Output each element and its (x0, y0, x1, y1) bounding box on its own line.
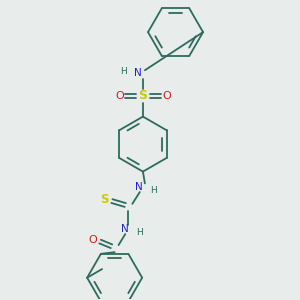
Text: O: O (162, 91, 171, 101)
Text: S: S (138, 89, 147, 102)
Text: O: O (115, 91, 124, 101)
Text: H: H (136, 228, 143, 237)
Text: N: N (121, 224, 128, 234)
Text: N: N (134, 68, 142, 78)
Text: H: H (120, 67, 127, 76)
Text: H: H (151, 186, 157, 195)
Text: N: N (135, 182, 143, 192)
Text: O: O (89, 235, 98, 244)
Text: S: S (100, 193, 109, 206)
